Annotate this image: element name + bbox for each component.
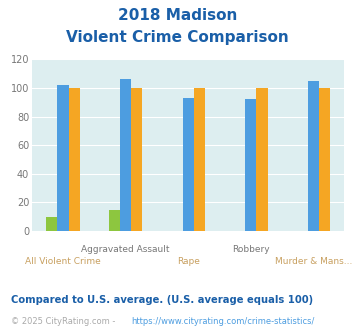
Bar [194, 88, 205, 231]
Bar [46, 217, 58, 231]
Text: https://www.cityrating.com/crime-statistics/: https://www.cityrating.com/crime-statist… [131, 317, 315, 326]
Bar [308, 81, 319, 231]
Text: 2018 Madison: 2018 Madison [118, 8, 237, 23]
Text: All Violent Crime: All Violent Crime [25, 257, 101, 266]
Text: Compared to U.S. average. (U.S. average equals 100): Compared to U.S. average. (U.S. average … [11, 295, 313, 305]
Text: Violent Crime Comparison: Violent Crime Comparison [66, 30, 289, 45]
Bar [69, 88, 80, 231]
Text: Robbery: Robbery [232, 245, 269, 254]
Bar [319, 88, 330, 231]
Bar [58, 85, 69, 231]
Bar [131, 88, 142, 231]
Bar [120, 80, 131, 231]
Bar [109, 210, 120, 231]
Text: Aggravated Assault: Aggravated Assault [81, 245, 170, 254]
Text: Rape: Rape [177, 257, 200, 266]
Bar [256, 88, 268, 231]
Bar [245, 99, 256, 231]
Text: © 2025 CityRating.com -: © 2025 CityRating.com - [11, 317, 118, 326]
Text: Murder & Mans...: Murder & Mans... [274, 257, 352, 266]
Bar [182, 98, 194, 231]
